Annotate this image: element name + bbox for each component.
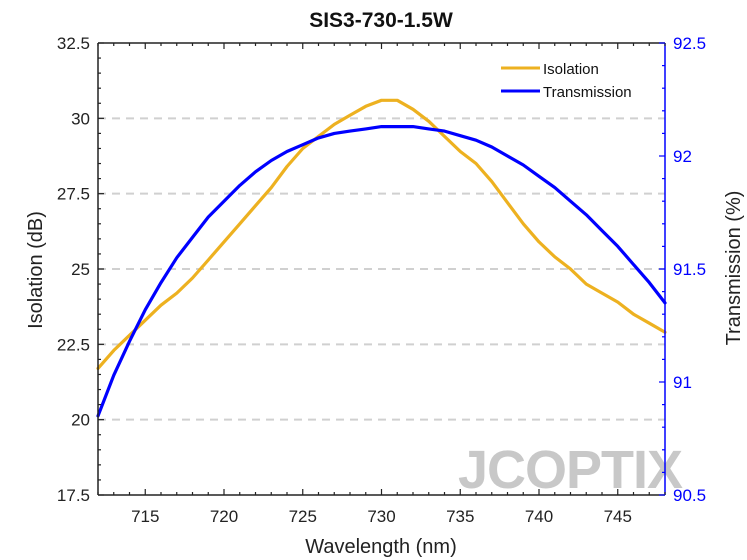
legend: Isolation Transmission — [492, 54, 655, 104]
y-tick-label-27.5: 27.5 — [57, 185, 90, 204]
y-axis-title: Isolation (dB) — [25, 211, 47, 329]
x-axis-title: Wavelength (nm) — [305, 536, 457, 558]
series-line-transmission — [96, 125, 667, 418]
y-tick-label-30: 30 — [71, 109, 90, 128]
y-tick-label-22.5: 22.5 — [57, 335, 90, 354]
y2-tick-label-92: 92 — [673, 147, 692, 166]
y-tick-label-25: 25 — [71, 260, 90, 279]
x-tick-label-720: 720 — [210, 507, 238, 526]
axes — [97, 42, 666, 496]
y2-tick-label-91: 91 — [673, 373, 692, 392]
y-tick-label-32.5: 32.5 — [57, 34, 90, 53]
series-line-isolation — [96, 98, 667, 370]
y2-axis-title: Transmission (%) — [723, 191, 745, 346]
x-tick-label-740: 740 — [525, 507, 553, 526]
x-tick-label-715: 715 — [131, 507, 159, 526]
y-tick-label-17.5: 17.5 — [57, 486, 90, 505]
legend-box — [492, 54, 655, 104]
x-tick-label-745: 745 — [604, 507, 632, 526]
legend-label-isolation: Isolation — [543, 61, 599, 78]
y-tick-label-20: 20 — [71, 411, 90, 430]
y2-tick-label-92.5: 92.5 — [673, 34, 706, 53]
y2-tick-label-91.5: 91.5 — [673, 260, 706, 279]
y2-tick-label-90.5: 90.5 — [673, 486, 706, 505]
chart-title: SIS3-730-1.5W — [309, 9, 453, 32]
x-tick-label-735: 735 — [446, 507, 474, 526]
tick-labels: 715 720 725 730 735 740 745 17.5 20 22.5 25 27.5 30 3… — [57, 34, 706, 526]
x-tick-label-730: 730 — [367, 507, 395, 526]
jcoptix-watermark: JCOPTIX — [458, 440, 683, 500]
grid-lines — [98, 117, 665, 421]
x-tick-label-725: 725 — [289, 507, 317, 526]
legend-label-transmission: Transmission — [543, 84, 632, 101]
series-layer — [96, 98, 667, 418]
